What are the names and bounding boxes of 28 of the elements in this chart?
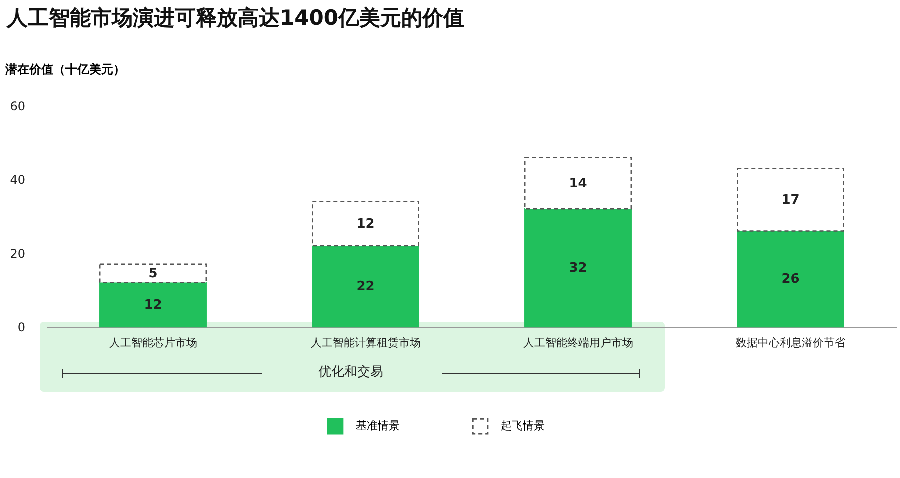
data-label: 12 xyxy=(144,298,162,313)
y-tick-label: 20 xyxy=(10,246,26,261)
y-tick-label: 60 xyxy=(10,100,26,114)
data-label: 22 xyxy=(356,279,375,294)
data-label: 5 xyxy=(148,266,158,282)
y-axis-title: 潜在价值（十亿美元） xyxy=(4,62,126,76)
y-tick-label: 40 xyxy=(10,173,26,188)
bar xyxy=(100,264,207,284)
x-tick-label: 人工智能芯片市场 xyxy=(109,336,198,350)
bar xyxy=(100,282,207,328)
x-tick-label: 人工智能计算租赁市场 xyxy=(310,336,421,350)
x-tick-label: 数据中心利息溢价节省 xyxy=(736,336,846,350)
x-tick-label: 人工智能终端用户市场 xyxy=(523,336,634,350)
chart-title: 人工智能市场演进可释放高达1400亿美元的价值 xyxy=(6,6,464,30)
bar xyxy=(312,201,420,247)
data-label: 17 xyxy=(782,192,800,208)
bar xyxy=(524,156,632,210)
data-label: 32 xyxy=(569,261,588,276)
data-label: 14 xyxy=(569,176,588,192)
bar xyxy=(312,245,420,328)
y-tick-label: 0 xyxy=(18,320,26,334)
legend-label: 起飞情景 xyxy=(501,420,545,433)
bar xyxy=(524,208,632,328)
data-label: 12 xyxy=(356,216,375,232)
bar xyxy=(737,230,844,328)
data-label: 26 xyxy=(782,272,800,288)
bar xyxy=(737,168,844,232)
legend-label: 基准情景 xyxy=(356,420,400,433)
